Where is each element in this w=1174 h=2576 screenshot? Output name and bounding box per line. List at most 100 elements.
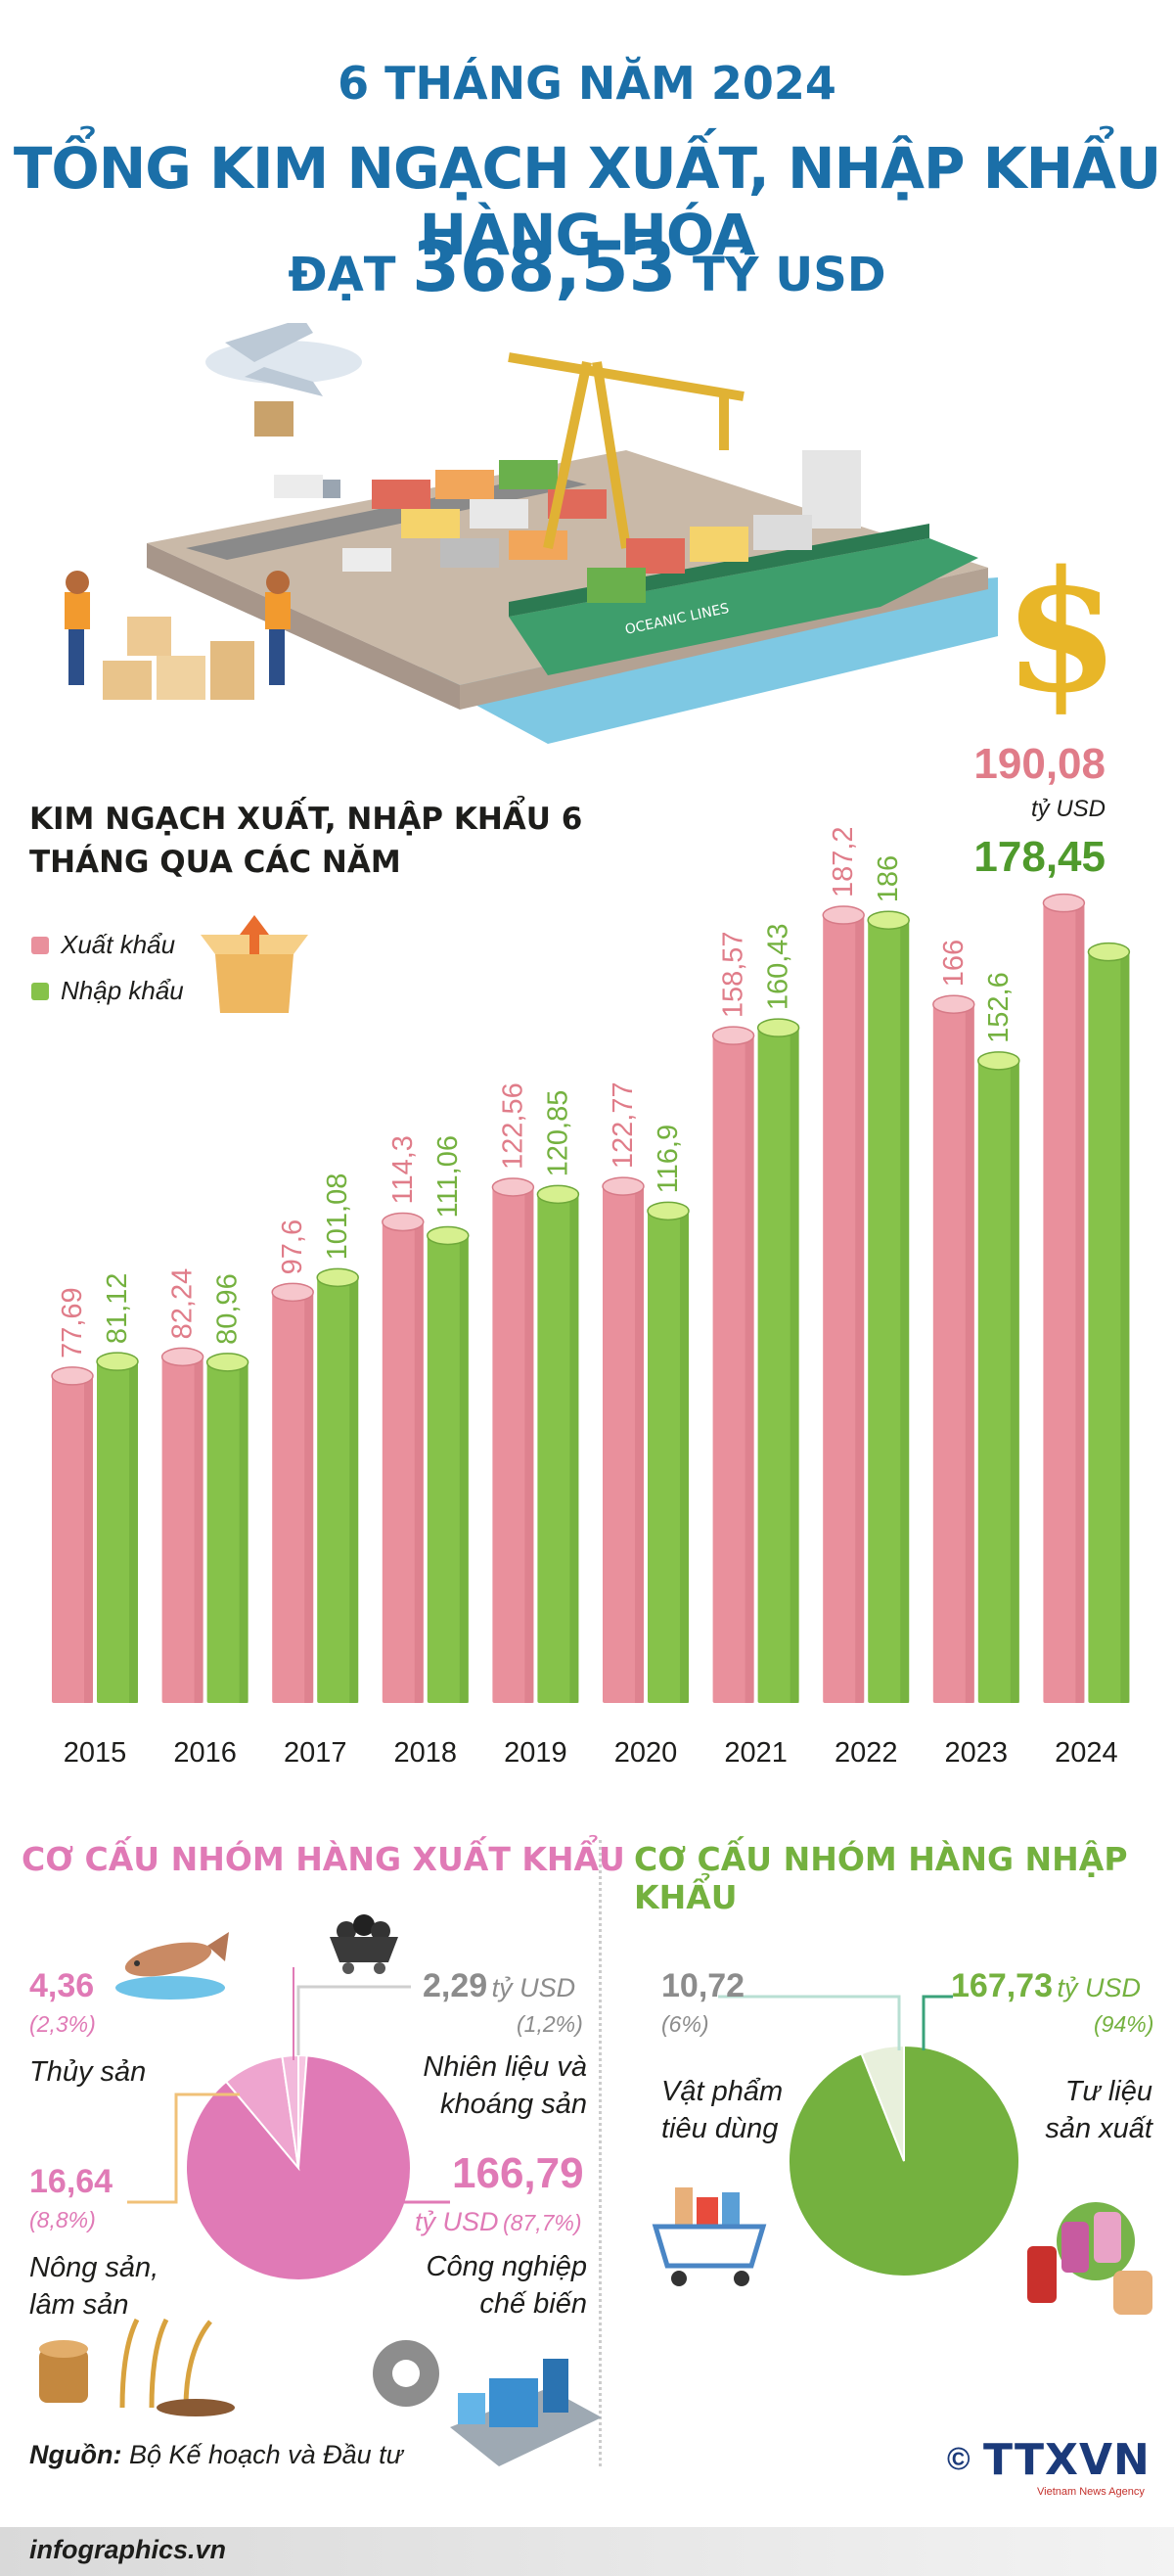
bar-shade [304,1292,314,1703]
bar-cap [1042,893,1086,913]
bar-label: 187,2 [828,826,859,897]
export-seafood-pct: (2,3%) [29,2011,96,2037]
bar-shade [900,920,910,1703]
bar-label: 101,08 [322,1173,353,1261]
site-link[interactable]: infographics.vn [29,2535,227,2564]
legend-swatch-export [31,936,49,954]
import-structure-heading: CƠ CẤU NHÓM HÀNG NHẬP KHẨU [634,1840,1128,1916]
bar-shade [239,1361,248,1703]
pie-slice-consumer [860,2044,905,2162]
chart-title: KIM NGẠCH XUẤT, NHẬP KHẨU 6 THÁNG QUA CÁ… [29,802,583,880]
bar-cap [491,1177,535,1197]
leader-line [922,1995,953,2050]
bar-shade [745,1035,754,1703]
bar-label: 97,6 [277,1219,308,1274]
bar-cap [96,1352,139,1371]
bar-label: 186 [873,855,904,902]
thread-spools-icon [1027,2202,1152,2315]
import-production-value: 167,73 [951,1967,1053,2004]
export-agri-pct: (8,8%) [29,2207,96,2232]
bar-shade [459,1235,469,1703]
export-processing-pct: (87,7%) [502,2210,582,2235]
bar-cap [316,1267,359,1288]
bar-label: 120,85 [542,1090,573,1177]
legend-label-import: Nhập khẩu [61,976,184,1005]
import-consumer-label: Vật phẩm tiêu dùng [661,2073,783,2147]
coal-cart-icon [330,1914,398,1974]
bar-export-2021 [712,1035,754,1703]
bar-label: 160,43 [763,923,794,1010]
import-consumer-value: 10,72 [661,1967,745,2004]
leader-line [127,2093,240,2204]
bar-export-2024 [1043,902,1085,1703]
bar-label: 116,9 [653,1125,684,1193]
header-total-value: 368,53 [412,227,677,307]
bar-import-2023 [977,1060,1019,1703]
export-fuel-unit: tỷ USD [491,1973,576,2002]
bar-import-2024 [1088,951,1130,1703]
bar-import-2016 [206,1361,248,1703]
unit-label: tỷ USD [1031,796,1106,822]
export-fuel-value-line: 2,29 tỷ USD [423,1967,575,2005]
bar-shade [1120,951,1130,1703]
bar-label-2024-export: 190,08 [973,744,1106,788]
bar-shade [635,1186,644,1703]
bar-shade [349,1277,359,1703]
bar-cap [536,1184,580,1205]
bar-shade [414,1221,424,1703]
x-tick-label: 2018 [394,1737,458,1769]
import-production-label-2: sản xuất [1045,2113,1152,2144]
bar-import-2019 [537,1194,579,1703]
bar-cap [977,1051,1020,1071]
bar-shade [855,915,865,1703]
export-agri-label-2: lâm sản [29,2289,129,2321]
legend-swatch-import [31,982,49,1000]
export-processing-unit: tỷ USD [415,2207,499,2236]
bar-import-2021 [757,1028,799,1703]
bar-import-2020 [648,1211,689,1703]
boxes-icon [103,617,254,700]
export-processing-label-2: chế biến [479,2288,587,2320]
ttxvn-subtitle: Vietnam News Agency [1037,2486,1145,2498]
bar-cap [867,910,910,930]
bar-cap [205,1353,249,1372]
bar-shade [129,1361,138,1703]
bar-import-2018 [427,1235,469,1703]
export-fuel-label-2: khoáng sản [440,2089,587,2120]
export-processing-label: Công nghiệp chế biến [427,2248,587,2323]
bar-label-2024-import: 178,45 [973,833,1106,881]
workers-icon [65,571,291,685]
crane-icon [508,352,745,550]
bar-cap [1087,942,1131,962]
export-seafood-value: 4,36 [29,1967,95,2004]
bar-export-2019 [492,1186,534,1703]
bar-label: 80,96 [212,1273,244,1345]
x-tick-label: 2020 [614,1737,678,1769]
bar-label: 82,24 [167,1268,199,1340]
bar-shade [1010,1060,1019,1703]
export-processing-label-1: Công nghiệp [426,2251,587,2282]
export-seafood-label: Thủy sản [29,2056,147,2088]
import-pie-chart [718,1995,1020,2277]
import-consumer-label-1: Vật phẩm [661,2076,784,2107]
export-structure-heading: CƠ CẤU NHÓM HÀNG XUẤT KHẨU [22,1840,625,1878]
bar-cap [382,1212,425,1232]
ttxvn-logo: TTXVN [983,2435,1151,2485]
bar-shade [524,1186,534,1703]
x-tick-label: 2015 [64,1737,127,1769]
x-tick-label: 2024 [1055,1737,1118,1769]
x-tick-label: 2021 [724,1737,788,1769]
export-agri-label-1: Nông sản, [29,2252,159,2283]
bar-label: 122,56 [497,1082,528,1170]
containers-icon [372,460,607,568]
import-consumer-pct: (6%) [661,2011,709,2037]
leader-line [296,1985,411,2055]
bar-label: 114,3 [387,1135,419,1204]
header-suffix: TỶ USD [693,248,886,302]
header-line-2: TỔNG KIM NGẠCH XUẤT, NHẬP KHẨU HÀNG HÓA [13,135,1161,268]
bar-cap [271,1282,314,1303]
agriculture-icon [39,2318,235,2416]
bar-cap [51,1366,94,1386]
export-fuel-label: Nhiên liệu và khoáng sản [423,2048,587,2123]
bar-label: 152,6 [983,972,1015,1043]
